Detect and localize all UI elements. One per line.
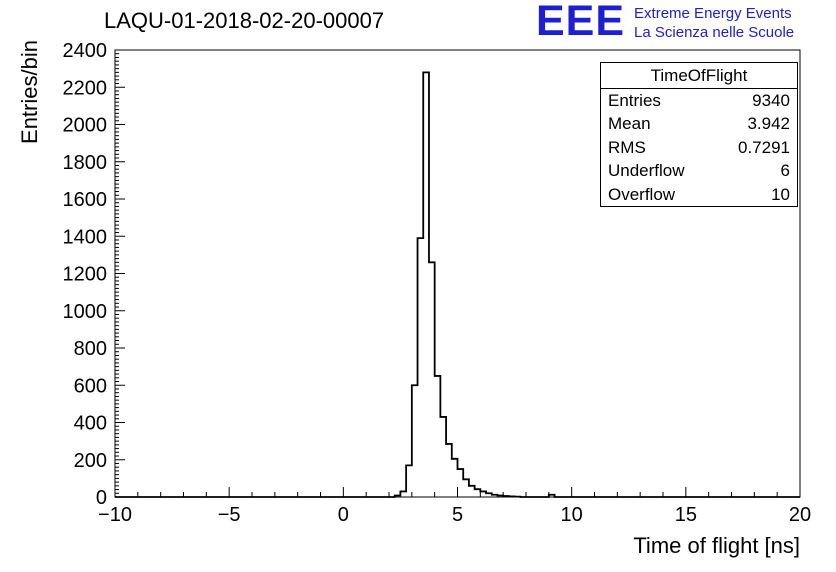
x-axis-ticks: −10 −5 0 5 10 15 20	[98, 487, 811, 526]
stats-value: 9340	[752, 90, 790, 110]
y-tick-label: 1600	[63, 189, 108, 211]
y-tick-label: 2000	[63, 115, 108, 137]
stats-row: Entries 9340	[601, 89, 797, 113]
x-tick-label: 10	[561, 504, 583, 526]
stats-row: Overflow 10	[601, 183, 797, 207]
stats-row: Underflow 6	[601, 159, 797, 183]
stats-value: 0.7291	[738, 137, 790, 157]
y-tick-label: 0	[96, 487, 107, 509]
y-tick-label: 1200	[63, 264, 108, 286]
stats-value: 3.942	[747, 114, 790, 134]
y-axis-ticks: 0 200 400 600 800 1000 1200 1400 1600 1800 2000 220…	[63, 40, 125, 509]
stats-label: Entries	[608, 90, 661, 110]
stats-value: 6	[780, 161, 790, 181]
stats-box: TimeOfFlight Entries 9340 Mean 3.942 RMS…	[600, 62, 798, 208]
stats-row: RMS 0.7291	[601, 136, 797, 160]
y-tick-label: 2400	[63, 40, 108, 62]
x-axis-title: Time of flight [ns]	[633, 533, 800, 558]
x-tick-label: 0	[338, 504, 349, 526]
x-tick-label: −5	[218, 504, 241, 526]
y-tick-label: 200	[74, 450, 107, 472]
y-tick-label: 600	[74, 375, 107, 397]
y-axis-title: Entries/bin	[17, 40, 42, 144]
logo-acronym: EEE	[536, 0, 626, 45]
histogram-line	[115, 71, 800, 498]
y-tick-label: 800	[74, 338, 107, 360]
stats-label: RMS	[608, 137, 646, 157]
y-tick-label: 1800	[63, 152, 108, 174]
stats-label: Mean	[608, 114, 651, 134]
y-tick-label: 1400	[63, 226, 108, 248]
stats-title: TimeOfFlight	[601, 63, 797, 89]
logo-line2: La Scienza nelle Scuole	[634, 23, 795, 41]
stats-row: Mean 3.942	[601, 112, 797, 136]
y-tick-label: 1000	[63, 301, 108, 323]
y-tick-label: 400	[74, 413, 107, 435]
x-tick-label: −10	[98, 504, 132, 526]
y-tick-label: 2200	[63, 77, 108, 99]
logo-text: Extreme Energy Events La Scienza nelle S…	[634, 3, 794, 43]
x-tick-label: 20	[789, 504, 811, 526]
eee-logo: EEE Extreme Energy Events La Scienza nel…	[536, 0, 794, 45]
plot-title: LAQU-01-2018-02-20-00007	[104, 8, 385, 33]
stats-label: Underflow	[608, 161, 685, 181]
logo-line1: Extreme Energy Events	[634, 5, 792, 22]
stats-value: 10	[771, 184, 790, 204]
x-tick-label: 15	[675, 504, 697, 526]
stats-label: Overflow	[608, 184, 676, 204]
x-tick-label: 5	[452, 504, 463, 526]
